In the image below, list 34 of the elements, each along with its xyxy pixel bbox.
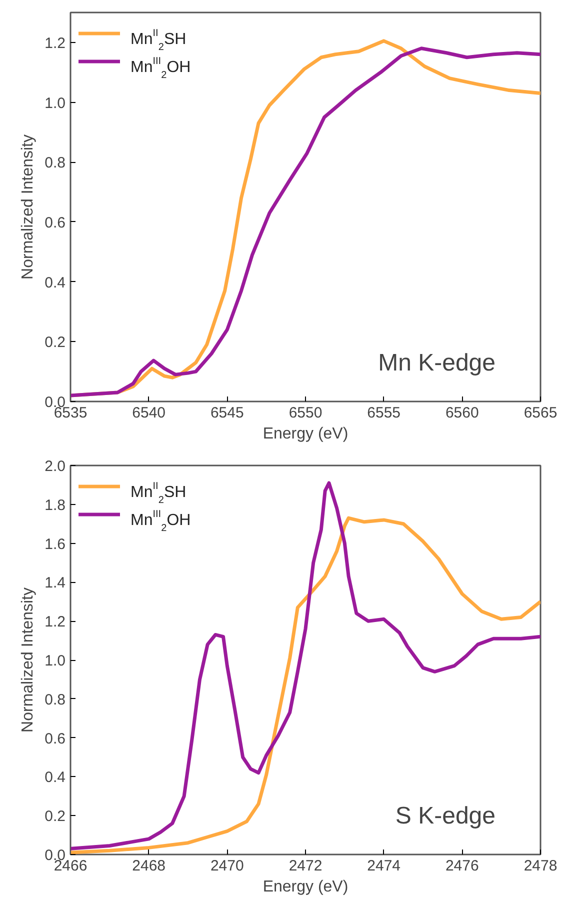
x-tick-label: 6540 [132,404,166,422]
x-axis-title: Energy (eV) [262,878,348,896]
x-axis-title: Energy (eV) [262,426,348,442]
y-tick-label: 1.4 [44,574,66,592]
x-tick-label: 2468 [132,858,166,874]
y-tick-label: 0.6 [44,214,66,232]
y-tick-label: 0.2 [44,808,66,826]
y-tick-label: 0.8 [44,691,66,708]
y-tick-label: 0.2 [44,334,66,352]
y-tick-label: 1.8 [44,496,66,514]
y-tick-label: 0.4 [44,274,66,292]
y-tick-label: 0.4 [44,769,66,786]
y-tick-label: 1.6 [44,536,66,553]
x-tick-label: 6545 [210,404,244,422]
x-tick-label: 6565 [524,404,558,422]
y-tick-label: 1.0 [44,94,66,112]
x-tick-label: 2478 [524,858,558,874]
x-tick-label: 6560 [445,404,479,422]
y-tick-label: 0.8 [44,154,66,172]
x-tick-label: 6550 [288,404,322,422]
y-axis-title: Normalized Intensity [20,588,37,732]
x-tick-label: 6555 [367,404,401,422]
x-tick-label: 2476 [445,858,479,874]
x-tick-label: 2470 [210,858,244,874]
y-tick-label: 2.0 [44,458,66,475]
annotation: S K-edge [395,802,496,830]
x-tick-label: 2474 [367,858,401,874]
y-tick-label: 1.2 [44,614,66,631]
y-axis-title: Normalized Intensity [20,134,37,280]
x-tick-label: 2472 [288,858,322,874]
annotation: Mn K-edge [378,350,496,376]
y-tick-label: 1.2 [44,34,66,52]
y-tick-label: 0.6 [44,730,66,748]
y-tick-label: 1.0 [44,652,66,670]
